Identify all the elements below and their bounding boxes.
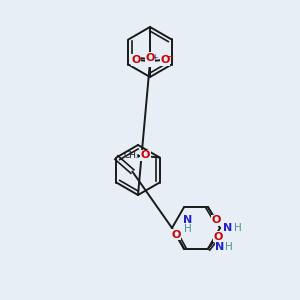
- Text: CH₃: CH₃: [123, 151, 140, 160]
- Text: O: O: [141, 151, 150, 160]
- Text: N: N: [215, 242, 225, 252]
- Text: +: +: [151, 52, 157, 62]
- Text: N: N: [183, 215, 193, 225]
- Text: −: −: [166, 52, 174, 62]
- Text: O: O: [160, 55, 170, 65]
- Text: N: N: [224, 223, 232, 233]
- Text: H: H: [184, 224, 192, 234]
- Text: O: O: [171, 230, 181, 240]
- Text: O: O: [145, 53, 155, 63]
- Text: H: H: [225, 242, 233, 252]
- Text: O: O: [213, 232, 223, 242]
- Text: N: N: [146, 56, 154, 66]
- Text: O: O: [211, 215, 221, 225]
- Text: H: H: [234, 223, 242, 233]
- Text: O: O: [131, 55, 141, 65]
